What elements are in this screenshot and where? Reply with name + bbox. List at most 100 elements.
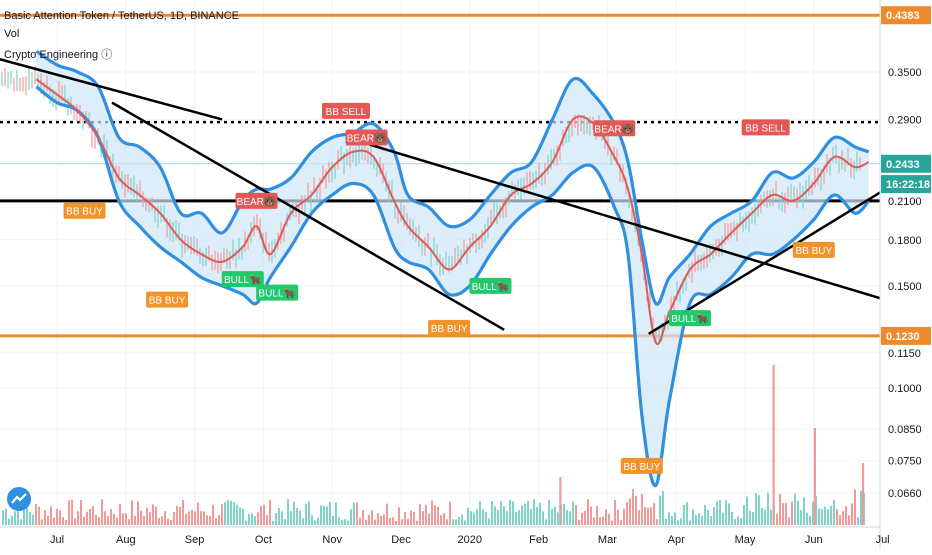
volume-bar [680, 518, 682, 525]
volume-bar [221, 504, 223, 525]
volume-bar [833, 500, 835, 525]
indicator-label[interactable]: Crypto Engineering ⓘ [4, 49, 113, 61]
volume-bar [176, 506, 178, 525]
volume-bar [299, 510, 301, 525]
volume-bar [731, 511, 733, 525]
volume-bar [569, 511, 571, 525]
time-tick-label: Aug [116, 534, 136, 546]
volume-bar [209, 515, 211, 525]
volume-bar [806, 512, 808, 525]
volume-bar [557, 512, 559, 525]
signal-badge [235, 192, 278, 209]
volume-bar [56, 508, 58, 525]
volume-bar [401, 519, 403, 525]
volume-bar [596, 506, 598, 525]
volume-bar [65, 519, 67, 525]
volume-bar [134, 515, 136, 525]
volume-bar [839, 515, 841, 525]
price-tick-label: 0.1800 [888, 235, 922, 247]
volume-bar [143, 515, 145, 525]
time-tick-label: Feb [529, 534, 548, 546]
volume-bar [755, 493, 757, 525]
volume-bar [269, 499, 271, 525]
volume-bar [212, 504, 214, 525]
price-tag [881, 154, 931, 173]
volume-bar [80, 499, 82, 525]
volume-bar [407, 518, 409, 525]
volume-bar [479, 501, 481, 525]
volume-bar [608, 514, 610, 525]
price-axis[interactable]: 0.3500 0.2900 0.2100 0.1800 0.1500 0.1150 0.10… [879, 0, 932, 550]
volume-bar [845, 506, 847, 525]
volume-bar [98, 517, 100, 525]
volume-bar [290, 510, 292, 525]
signal-badge [593, 120, 636, 137]
volume-bar [389, 517, 391, 525]
price-tag-label: 0.1230 [886, 331, 920, 343]
volume-bar [559, 477, 562, 525]
volume-bar [104, 511, 106, 525]
volume-bar [125, 513, 127, 525]
time-tick-label: May [735, 534, 756, 546]
volume-bar [77, 511, 79, 525]
time-axis[interactable]: Jul Aug Sep Oct Nov Dec 2020 Feb Mar Apr May Jun Jul [0, 526, 890, 546]
volume-bar [818, 508, 820, 525]
volume-bar [197, 502, 199, 525]
volume-bar [119, 503, 121, 525]
signal-label: BEAR🐻 [237, 195, 277, 208]
volume-bar [861, 463, 865, 525]
volume-bar [131, 500, 133, 525]
volume-bar [314, 520, 316, 525]
volume-bar [668, 512, 670, 525]
volume-bar [371, 510, 373, 525]
volume-bar [341, 520, 343, 525]
price-tick-label: 0.0850 [888, 424, 922, 436]
price-tag [881, 326, 931, 345]
volume-bar [26, 508, 28, 525]
volume-bar [14, 511, 16, 525]
volume-bar [203, 511, 205, 525]
volume-bar [62, 517, 64, 525]
volume-bar [827, 509, 829, 525]
volume-bar [563, 503, 565, 525]
volume-bar [425, 504, 427, 525]
volume-bar [554, 506, 556, 525]
signal-label: BULL🐂 [671, 313, 708, 325]
volume-bar [470, 511, 472, 525]
volume-bar [236, 504, 238, 525]
volume-bar [689, 520, 691, 525]
volume-bar [524, 503, 526, 525]
volume-bar [191, 510, 193, 525]
volume-bar [500, 501, 502, 525]
volume-bar [74, 518, 76, 525]
volume-bar [38, 506, 40, 525]
volume-bar [629, 498, 631, 525]
tradingview-logo-icon[interactable] [7, 487, 31, 511]
volume-bar [527, 500, 529, 525]
volume-bar [464, 520, 466, 525]
volume-bar [53, 517, 55, 525]
volume-bar [23, 501, 25, 525]
volume-bar [437, 506, 439, 525]
volume-bar [779, 493, 781, 525]
volume-bar [455, 519, 457, 525]
volume-bar [257, 512, 259, 525]
volume-bar [431, 500, 433, 525]
volume-bar [686, 502, 688, 525]
volume-bar [515, 511, 517, 525]
volume-bar [194, 511, 196, 525]
volume-bar [101, 499, 103, 525]
volume-bar [404, 512, 406, 525]
volume-bar [47, 515, 49, 525]
volume-bar [260, 505, 262, 525]
volume-bar [377, 513, 379, 525]
volume-bar [368, 514, 370, 525]
volume-bar [692, 509, 694, 525]
volume-bar [743, 505, 745, 525]
volume-bar [122, 513, 124, 525]
volume-bar [620, 520, 622, 525]
volume-bar [434, 505, 436, 525]
volume-bar [772, 365, 775, 525]
